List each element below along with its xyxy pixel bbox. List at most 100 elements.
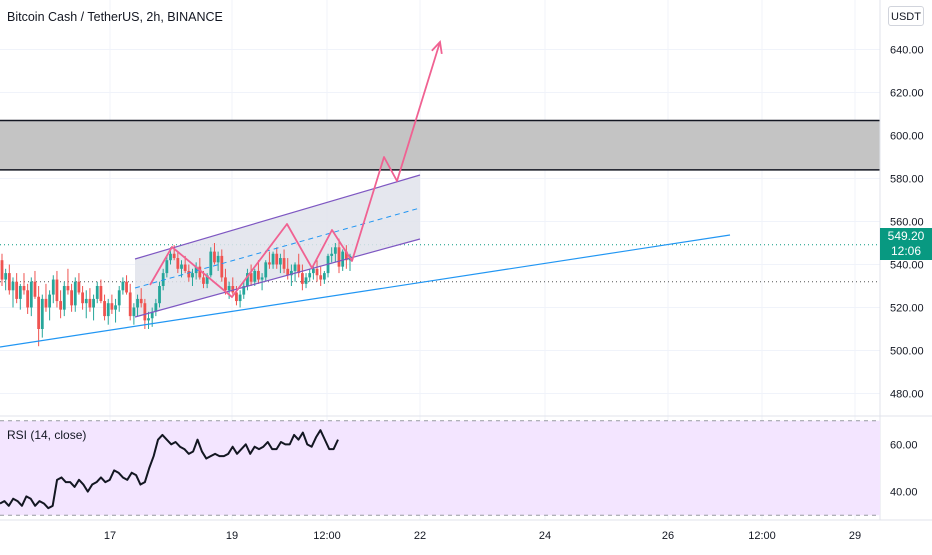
candle-body (117, 290, 121, 306)
candle-body (227, 286, 231, 291)
candle-body (154, 303, 158, 312)
candle-body (143, 303, 147, 321)
time-tick-label: 22 (414, 530, 426, 542)
candle-body (282, 258, 286, 269)
candle-body (322, 273, 326, 280)
candle-body (330, 253, 334, 256)
last-price-value: 549.20 (887, 229, 925, 243)
price-tick-label: 640.00 (890, 45, 924, 57)
rsi-indicator-label[interactable]: RSI (14, close) (7, 428, 87, 442)
candle-body (333, 247, 337, 254)
candle-body (289, 270, 293, 276)
candle-body (202, 277, 205, 284)
candle-body (191, 273, 194, 278)
candle-body (95, 286, 99, 299)
candle-body (11, 281, 15, 291)
price-tick-label: 540.00 (890, 260, 924, 272)
candle-body (260, 277, 264, 280)
resistance-zone (0, 120, 880, 170)
candle-body (271, 253, 275, 265)
price-tick-label: 600.00 (890, 131, 924, 143)
candle-body (308, 273, 312, 278)
candle-body (22, 286, 26, 291)
candle-body (92, 298, 95, 308)
candle-body (279, 258, 282, 265)
candle-body (103, 301, 106, 317)
candle-body (194, 266, 198, 274)
candle-body (37, 296, 41, 329)
candle-body (205, 275, 209, 284)
candle-body (128, 292, 132, 317)
rsi-line (0, 429, 339, 510)
candle-body (293, 264, 297, 271)
candle-body (66, 286, 70, 291)
time-tick-label: 12:00 (748, 530, 776, 542)
rsi-tick-label: 40.00 (890, 487, 918, 499)
candle-body (286, 268, 290, 276)
candle-body (341, 251, 345, 267)
candle-body (0, 260, 4, 280)
candle-body (275, 253, 279, 265)
candle-body (224, 277, 227, 291)
candle-body (51, 279, 55, 295)
candle-body (337, 247, 341, 267)
price-tick-label: 620.00 (890, 88, 924, 100)
candle-body (249, 273, 253, 282)
candle-body (319, 275, 323, 280)
channel-lower-line (134, 238, 421, 318)
candle-body (161, 273, 165, 286)
rsi-band-fill (0, 420, 880, 516)
candle-body (242, 286, 246, 295)
candle-body (172, 253, 176, 259)
candle-body (150, 311, 154, 319)
candle-body (268, 262, 271, 265)
candle-body (176, 258, 180, 269)
last-price-tag: 549.20 12:06 (880, 228, 932, 260)
candle-body (165, 260, 169, 274)
candle-body (33, 281, 37, 297)
candle-body (344, 251, 348, 261)
candle-body (253, 270, 257, 282)
candle-body (220, 255, 224, 278)
time-tick-label: 26 (662, 530, 674, 542)
price-tick-label: 480.00 (890, 389, 924, 401)
candle-body (311, 268, 315, 274)
candle-body (55, 279, 59, 302)
time-tick-label: 19 (226, 530, 238, 542)
price-tick-label: 520.00 (890, 303, 924, 315)
candle-body (81, 292, 84, 304)
bar-countdown: 12:06 (890, 244, 922, 258)
candle-body (4, 273, 8, 280)
candle-body (139, 298, 143, 304)
price-tick-label: 560.00 (890, 217, 924, 229)
candle-body (44, 298, 48, 308)
candle-body (231, 286, 235, 293)
candle-body (62, 286, 66, 310)
candle-body (147, 318, 150, 321)
currency-selector[interactable]: USDT (888, 6, 924, 26)
candle-body (315, 268, 319, 276)
candle-body (106, 303, 110, 317)
candle-body (216, 255, 220, 263)
candle-body (7, 273, 11, 291)
time-tick-label: 29 (849, 530, 861, 542)
candle-body (257, 270, 260, 280)
candle-body (132, 307, 136, 317)
candle-body (70, 290, 73, 306)
time-tick-label: 12:00 (313, 530, 341, 542)
candle-body (300, 273, 304, 284)
candle-body (304, 277, 308, 284)
channel-upper-line (134, 174, 421, 260)
candle-body (187, 270, 191, 278)
candle-body (26, 290, 30, 308)
candle-body (125, 281, 128, 293)
candle-body (198, 266, 202, 278)
time-tick-label: 24 (539, 530, 551, 542)
candle-body (84, 298, 88, 304)
candle-body (73, 281, 77, 306)
candle-body (77, 281, 81, 293)
candle-body (235, 292, 238, 302)
projection-path (149, 41, 441, 298)
